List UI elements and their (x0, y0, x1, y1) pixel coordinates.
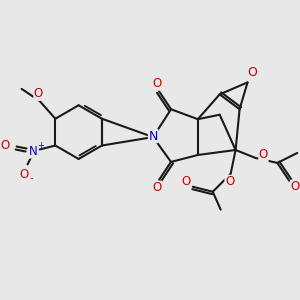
Text: O: O (152, 181, 162, 194)
Text: O: O (0, 139, 9, 152)
Text: O: O (259, 148, 268, 161)
Text: N: N (148, 130, 158, 142)
Text: O: O (225, 175, 234, 188)
Text: O: O (19, 168, 28, 181)
Text: -: - (30, 173, 33, 183)
Text: +: + (37, 141, 44, 150)
Text: N: N (29, 145, 38, 158)
Text: O: O (291, 180, 300, 193)
Text: O: O (248, 66, 257, 79)
Text: O: O (181, 175, 190, 188)
Text: O: O (152, 77, 162, 90)
Text: O: O (34, 87, 43, 101)
